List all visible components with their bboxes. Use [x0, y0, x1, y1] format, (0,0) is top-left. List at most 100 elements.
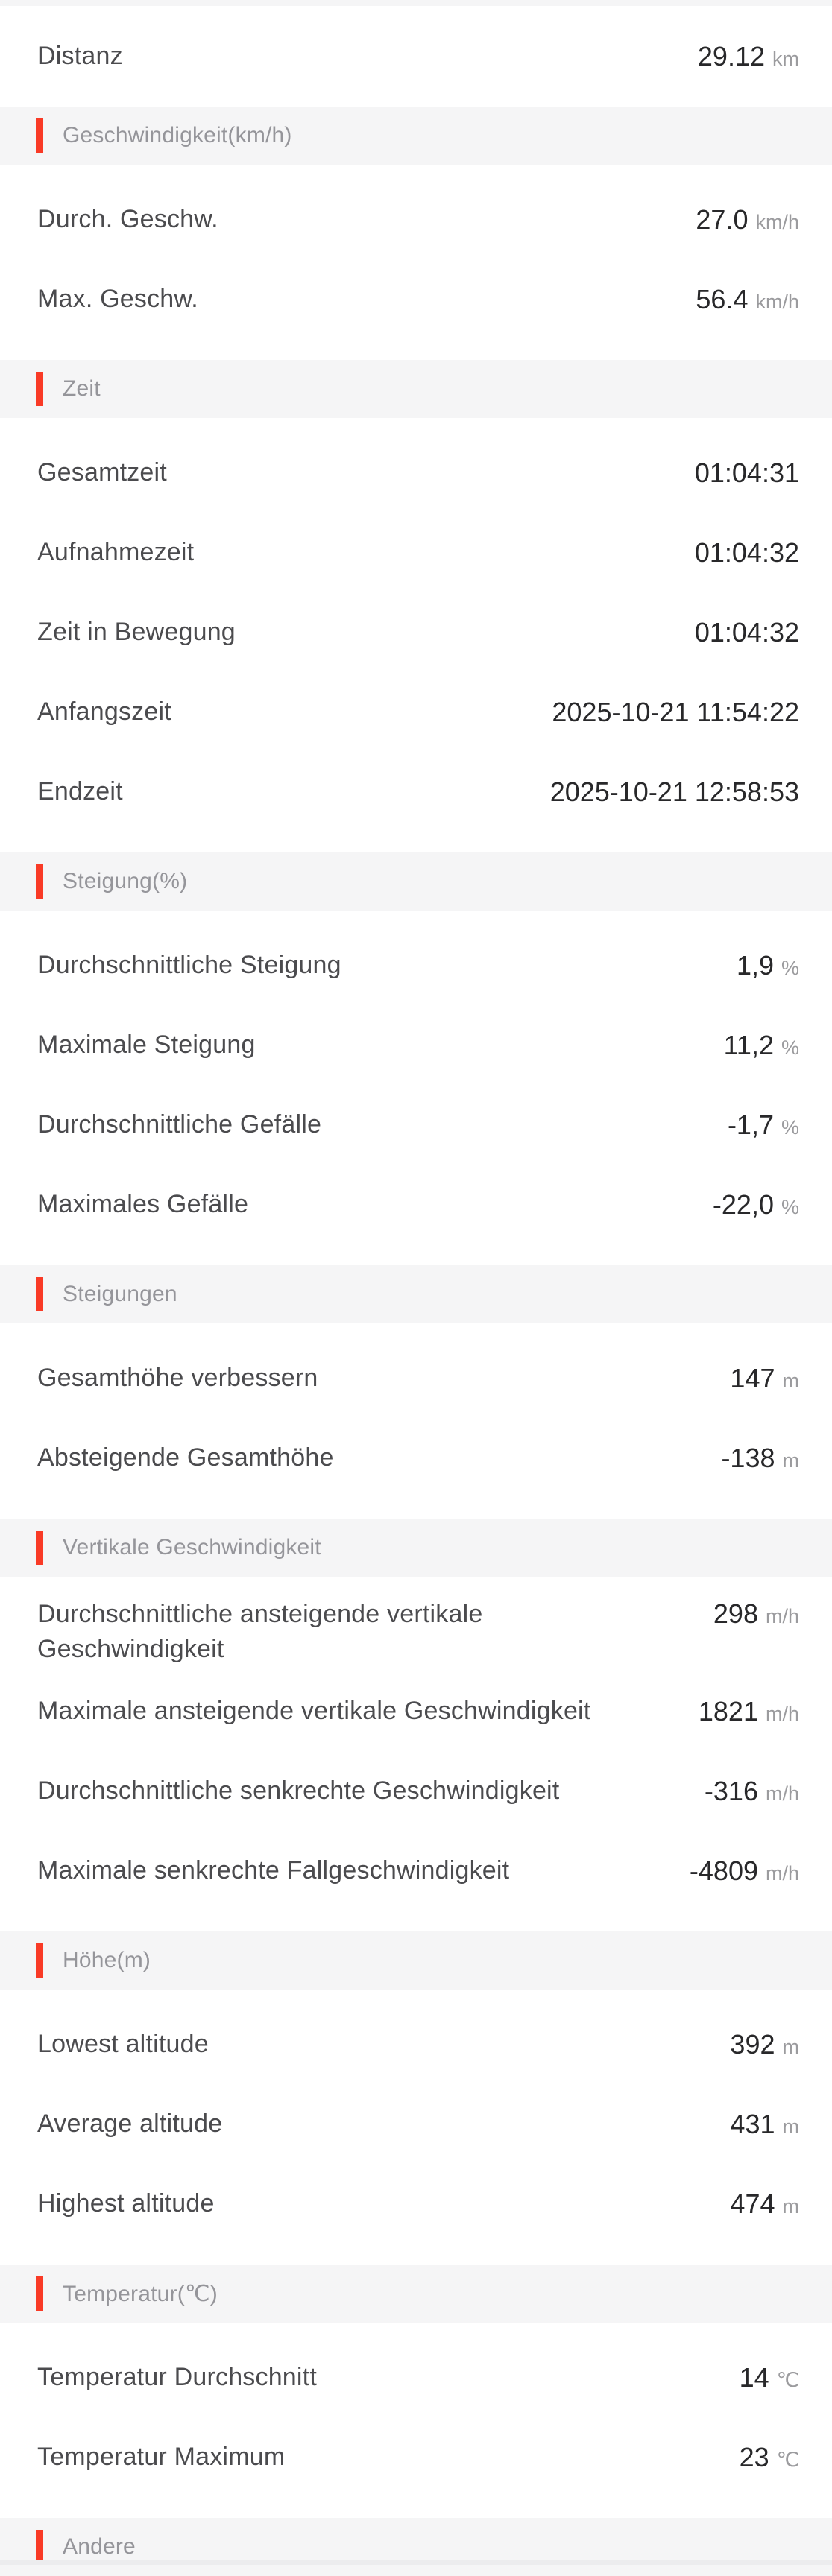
- section-rows: Durchschnittliche Steigung 1,9 % Maximal…: [0, 925, 832, 1244]
- section-header: Höhe(m): [0, 1931, 832, 1990]
- section-title: Höhe(m): [63, 1948, 151, 1972]
- stat-label: Lowest altitude: [37, 2030, 209, 2058]
- stat-unit: m: [782, 2115, 800, 2138]
- stat-label: Zeit in Bewegung: [37, 618, 236, 646]
- stat-unit: m: [782, 2035, 800, 2058]
- stat-row: Gesamtzeit 01:04:31: [0, 433, 832, 513]
- stat-row: Durchschnittliche ansteigende vertikale …: [0, 1592, 832, 1671]
- stat-unit: m: [782, 1449, 800, 1472]
- stat-row-distance: Distanz 29.12 km: [0, 6, 832, 107]
- stat-label: Absteigende Gesamthöhe: [37, 1443, 334, 1472]
- section-header: Geschwindigkeit(km/h): [0, 107, 832, 165]
- stat-label: Temperatur Durchschnitt: [37, 2363, 317, 2391]
- stat-value-group: 1821 m/h: [699, 1696, 799, 1727]
- section-accent-bar: [36, 372, 43, 406]
- stat-row: Zeit in Bewegung 01:04:32: [0, 592, 832, 672]
- stat-label: Anfangszeit: [37, 697, 171, 726]
- stats-section: Steigungen Gesamthöhe verbessern 147 m A…: [0, 1265, 832, 1498]
- stat-value: 431: [730, 2108, 775, 2139]
- section-header: Temperatur(℃): [0, 2265, 832, 2323]
- stat-value-group: 01:04:32: [695, 537, 799, 569]
- stat-value-group: 01:04:31: [695, 458, 799, 489]
- stat-label: Average altitude: [37, 2110, 223, 2138]
- stat-value-group: 01:04:32: [695, 617, 799, 648]
- sections: Geschwindigkeit(km/h) Durch. Geschw. 27.…: [0, 107, 832, 2576]
- stat-unit: km/h: [755, 210, 799, 233]
- stat-label: Durchschnittliche Gefälle: [37, 1110, 322, 1139]
- stat-value: 29.12: [697, 40, 765, 72]
- stat-value: -138: [721, 1442, 775, 1473]
- stats-section: Andere: [0, 2518, 832, 2576]
- section-accent-bar: [36, 1943, 43, 1978]
- section-title: Steigung(%): [63, 869, 188, 893]
- section-accent-bar: [36, 2276, 43, 2311]
- stat-unit: m: [782, 1369, 800, 1392]
- section-rows: Gesamthöhe verbessern 147 m Absteigende …: [0, 1338, 832, 1498]
- stat-label: Temperatur Maximum: [37, 2443, 286, 2471]
- stat-value: 1,9: [736, 949, 774, 981]
- stat-value: 01:04:31: [694, 457, 799, 488]
- stat-unit: m/h: [765, 1782, 799, 1805]
- stat-unit: m: [782, 2194, 800, 2218]
- stat-row: Gesamthöhe verbessern 147 m: [0, 1338, 832, 1418]
- stat-value: 23: [739, 2441, 769, 2472]
- stat-value: -4809: [689, 1855, 758, 1886]
- stat-value: 11,2: [723, 1029, 774, 1060]
- stat-value-group: 392 m: [730, 2029, 799, 2060]
- stat-value-group: 11,2 %: [724, 1030, 799, 1061]
- stat-value: 27.0: [696, 203, 749, 235]
- stat-row: Maximale Steigung 11,2 %: [0, 1005, 832, 1085]
- section-rows: Temperatur Durchschnitt 14 ℃ Temperatur …: [0, 2338, 832, 2497]
- stat-value-group: 147 m: [730, 1363, 799, 1394]
- stat-value-group: 431 m: [730, 2109, 799, 2140]
- section-header: Zeit: [0, 360, 832, 418]
- stat-value-group: -316 m/h: [705, 1776, 799, 1807]
- stat-unit: %: [781, 1036, 799, 1059]
- section-header: Andere: [0, 2518, 832, 2576]
- stat-value: 14: [739, 2361, 769, 2393]
- stat-row: Endzeit 2025-10-21 12:58:53: [0, 752, 832, 832]
- stat-value: 2025-10-21 12:58:53: [549, 776, 799, 807]
- stat-value: 01:04:32: [694, 616, 799, 648]
- section-title: Vertikale Geschwindigkeit: [63, 1535, 321, 1560]
- stat-row: Lowest altitude 392 m: [0, 2004, 832, 2084]
- stat-value-group: 2025-10-21 12:58:53: [550, 776, 799, 808]
- section-accent-bar: [36, 1277, 43, 1311]
- stat-row: Anfangszeit 2025-10-21 11:54:22: [0, 672, 832, 752]
- stat-value-group: 2025-10-21 11:54:22: [552, 697, 799, 728]
- stat-row: Absteigende Gesamthöhe -138 m: [0, 1418, 832, 1498]
- stat-unit: %: [781, 956, 799, 979]
- stat-label: Durchschnittliche ansteigende vertikale …: [37, 1599, 483, 1663]
- section-rows: Gesamtzeit 01:04:31 Aufnahmezeit 01:04:3…: [0, 433, 832, 832]
- stat-value: -1,7: [727, 1109, 774, 1140]
- top-divider: [0, 0, 832, 6]
- section-accent-bar: [36, 118, 43, 153]
- stat-label: Gesamthöhe verbessern: [37, 1364, 318, 1392]
- stat-row: Durch. Geschw. 27.0 km/h: [0, 180, 832, 259]
- section-header: Steigungen: [0, 1265, 832, 1323]
- stat-unit: km: [772, 47, 799, 70]
- stat-value-group: 56.4 km/h: [696, 284, 799, 315]
- stat-value: 1821: [698, 1695, 758, 1727]
- stat-value: 147: [730, 1362, 775, 1393]
- stats-section: Temperatur(℃) Temperatur Durchschnitt 14…: [0, 2265, 832, 2497]
- section-header: Vertikale Geschwindigkeit: [0, 1519, 832, 1577]
- stat-label: Endzeit: [37, 777, 123, 806]
- stat-row: Temperatur Durchschnitt 14 ℃: [0, 2338, 832, 2417]
- stat-unit: ℃: [776, 2448, 799, 2471]
- stat-value: 56.4: [696, 283, 749, 314]
- stat-value-group: 1,9 %: [737, 950, 799, 981]
- section-title: Andere: [63, 2534, 136, 2559]
- stat-unit: %: [781, 1115, 799, 1139]
- stat-value-group: 27.0 km/h: [696, 204, 799, 235]
- stats-section: Zeit Gesamtzeit 01:04:31 Aufnahmezeit 01…: [0, 360, 832, 832]
- section-accent-bar: [36, 1531, 43, 1565]
- stat-row: Durchschnittliche Gefälle -1,7 %: [0, 1085, 832, 1165]
- section-header: Steigung(%): [0, 852, 832, 911]
- stat-label: Highest altitude: [37, 2189, 215, 2218]
- stat-unit: m/h: [765, 1702, 799, 1725]
- stat-row: Average altitude 431 m: [0, 2084, 832, 2164]
- stat-value-group: -1,7 %: [728, 1110, 799, 1141]
- section-accent-bar: [36, 864, 43, 899]
